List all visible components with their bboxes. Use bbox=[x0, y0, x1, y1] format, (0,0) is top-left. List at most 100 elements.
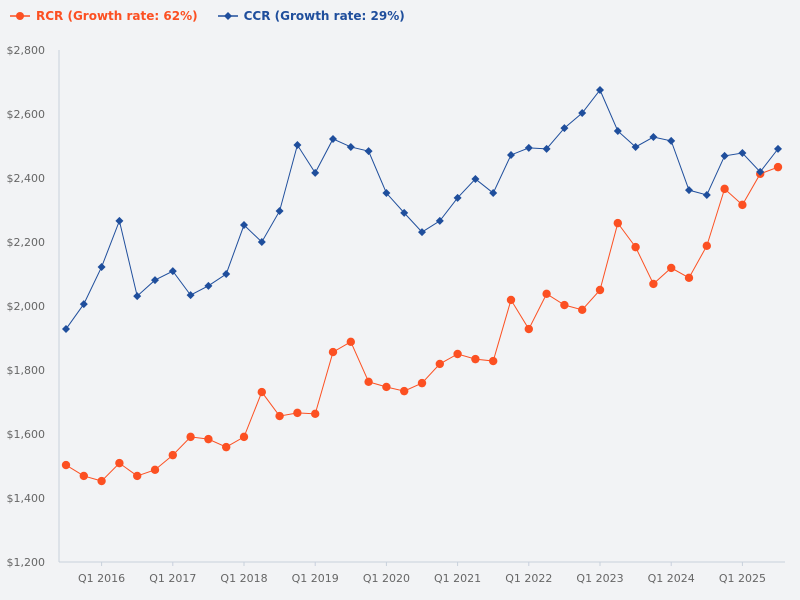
y-tick-label: $1,400 bbox=[7, 492, 46, 505]
rcr-data-point bbox=[595, 285, 605, 295]
ccr-data-point bbox=[435, 216, 444, 225]
ccr-data-point bbox=[382, 189, 391, 198]
y-tick-label: $2,200 bbox=[7, 236, 46, 249]
rcr-data-point bbox=[773, 162, 783, 172]
x-tick-label: Q1 2022 bbox=[505, 572, 552, 585]
ccr-data-point bbox=[186, 291, 195, 300]
legend-item-ccr[interactable]: CCR (Growth rate: 29%) bbox=[217, 9, 405, 23]
ccr-data-point bbox=[756, 167, 765, 176]
diamond-marker-icon bbox=[217, 12, 238, 20]
ccr-data-point bbox=[346, 142, 355, 151]
x-tick-label: Q1 2016 bbox=[78, 572, 125, 585]
y-tick-label: $1,600 bbox=[7, 428, 46, 441]
ccr-data-point bbox=[524, 143, 533, 152]
y-tick-label: $2,400 bbox=[7, 172, 46, 185]
ccr-data-point bbox=[418, 228, 426, 237]
rcr-data-point bbox=[61, 460, 71, 470]
rcr-data-point bbox=[257, 387, 266, 397]
ccr-data-point bbox=[649, 133, 658, 142]
ccr-data-point bbox=[702, 190, 711, 199]
x-tick-label: Q1 2018 bbox=[220, 572, 267, 585]
ccr-data-point bbox=[578, 109, 587, 118]
ccr-data-point bbox=[364, 147, 373, 156]
rcr-data-point bbox=[239, 432, 249, 442]
rcr-data-point bbox=[115, 458, 124, 468]
ccr-data-point bbox=[115, 216, 124, 225]
rcr-data-point bbox=[204, 434, 213, 444]
rcr-data-point bbox=[150, 465, 160, 475]
ccr-data-point bbox=[560, 124, 569, 133]
ccr-data-point bbox=[631, 142, 640, 151]
rcr-data-point bbox=[417, 378, 427, 388]
rcr-data-point bbox=[328, 347, 338, 357]
rcr-data-point bbox=[524, 324, 533, 334]
x-tick-label: Q1 2019 bbox=[292, 572, 339, 585]
x-tick-label: Q1 2024 bbox=[648, 572, 695, 585]
ccr-data-point bbox=[400, 208, 409, 217]
rcr-data-point bbox=[613, 218, 622, 228]
ccr-data-point bbox=[507, 150, 515, 159]
ccr-data-point bbox=[151, 276, 159, 285]
rcr-data-point bbox=[311, 409, 320, 419]
ccr-data-point bbox=[222, 270, 231, 278]
rcr-data-point bbox=[364, 377, 373, 387]
series-line-ccr bbox=[65, 89, 779, 330]
ccr-data-point bbox=[275, 206, 284, 215]
ccr-data-point bbox=[168, 267, 177, 276]
rcr-data-point bbox=[702, 241, 711, 251]
rcr-data-point bbox=[649, 279, 658, 289]
ccr-data-point bbox=[97, 262, 106, 271]
rcr-data-point bbox=[453, 349, 462, 359]
rcr-data-point bbox=[542, 289, 551, 299]
ccr-data-point bbox=[720, 151, 729, 160]
ccr-data-point bbox=[738, 149, 747, 158]
ccr-data-point bbox=[453, 193, 462, 202]
rcr-data-point bbox=[720, 184, 729, 194]
x-tick-label: Q1 2017 bbox=[149, 572, 196, 585]
rcr-data-point bbox=[133, 471, 142, 481]
ccr-data-point bbox=[667, 136, 676, 145]
ccr-data-point bbox=[293, 141, 302, 150]
rcr-data-point bbox=[97, 476, 106, 486]
ccr-data-point bbox=[685, 186, 693, 195]
x-tick-label: Q1 2025 bbox=[719, 572, 766, 585]
legend: RCR (Growth rate: 62%) CCR (Growth rate:… bbox=[10, 9, 405, 23]
rcr-data-point bbox=[667, 263, 676, 273]
rcr-data-point bbox=[489, 356, 498, 366]
rcr-data-point bbox=[578, 305, 587, 315]
rcr-data-point bbox=[79, 471, 89, 481]
ccr-data-point bbox=[311, 168, 320, 177]
ccr-data-point bbox=[240, 221, 248, 230]
legend-label-ccr: CCR (Growth rate: 29%) bbox=[243, 9, 405, 23]
ccr-data-point bbox=[257, 238, 266, 246]
rcr-data-point bbox=[506, 295, 516, 305]
legend-item-rcr[interactable]: RCR (Growth rate: 62%) bbox=[10, 9, 198, 23]
rcr-data-point bbox=[275, 411, 284, 421]
ccr-data-point bbox=[542, 144, 551, 153]
y-tick-label: $2,800 bbox=[7, 44, 46, 57]
rcr-data-point bbox=[400, 386, 409, 396]
ccr-data-point bbox=[79, 300, 88, 309]
rcr-data-point bbox=[293, 408, 302, 418]
ccr-data-point bbox=[471, 174, 480, 183]
rcr-data-point bbox=[684, 273, 694, 283]
legend-label-rcr: RCR (Growth rate: 62%) bbox=[36, 9, 198, 23]
rcr-data-point bbox=[631, 242, 640, 252]
y-tick-label: $2,000 bbox=[7, 300, 46, 313]
rcr-data-point bbox=[560, 300, 569, 310]
ccr-data-point bbox=[489, 189, 498, 198]
rcr-data-point bbox=[186, 432, 195, 442]
x-tick-label: Q1 2023 bbox=[576, 572, 623, 585]
rcr-data-point bbox=[222, 442, 231, 452]
rcr-data-point bbox=[168, 450, 177, 460]
ccr-data-point bbox=[204, 281, 213, 290]
y-tick-label: $2,600 bbox=[7, 108, 46, 121]
ccr-data-point bbox=[133, 292, 142, 301]
x-tick-label: Q1 2021 bbox=[434, 572, 481, 585]
rcr-data-point bbox=[471, 354, 480, 364]
ccr-data-point bbox=[596, 86, 604, 94]
ccr-data-point bbox=[774, 144, 782, 153]
y-tick-label: $1,800 bbox=[7, 364, 46, 377]
y-tick-label: $1,200 bbox=[7, 556, 46, 569]
